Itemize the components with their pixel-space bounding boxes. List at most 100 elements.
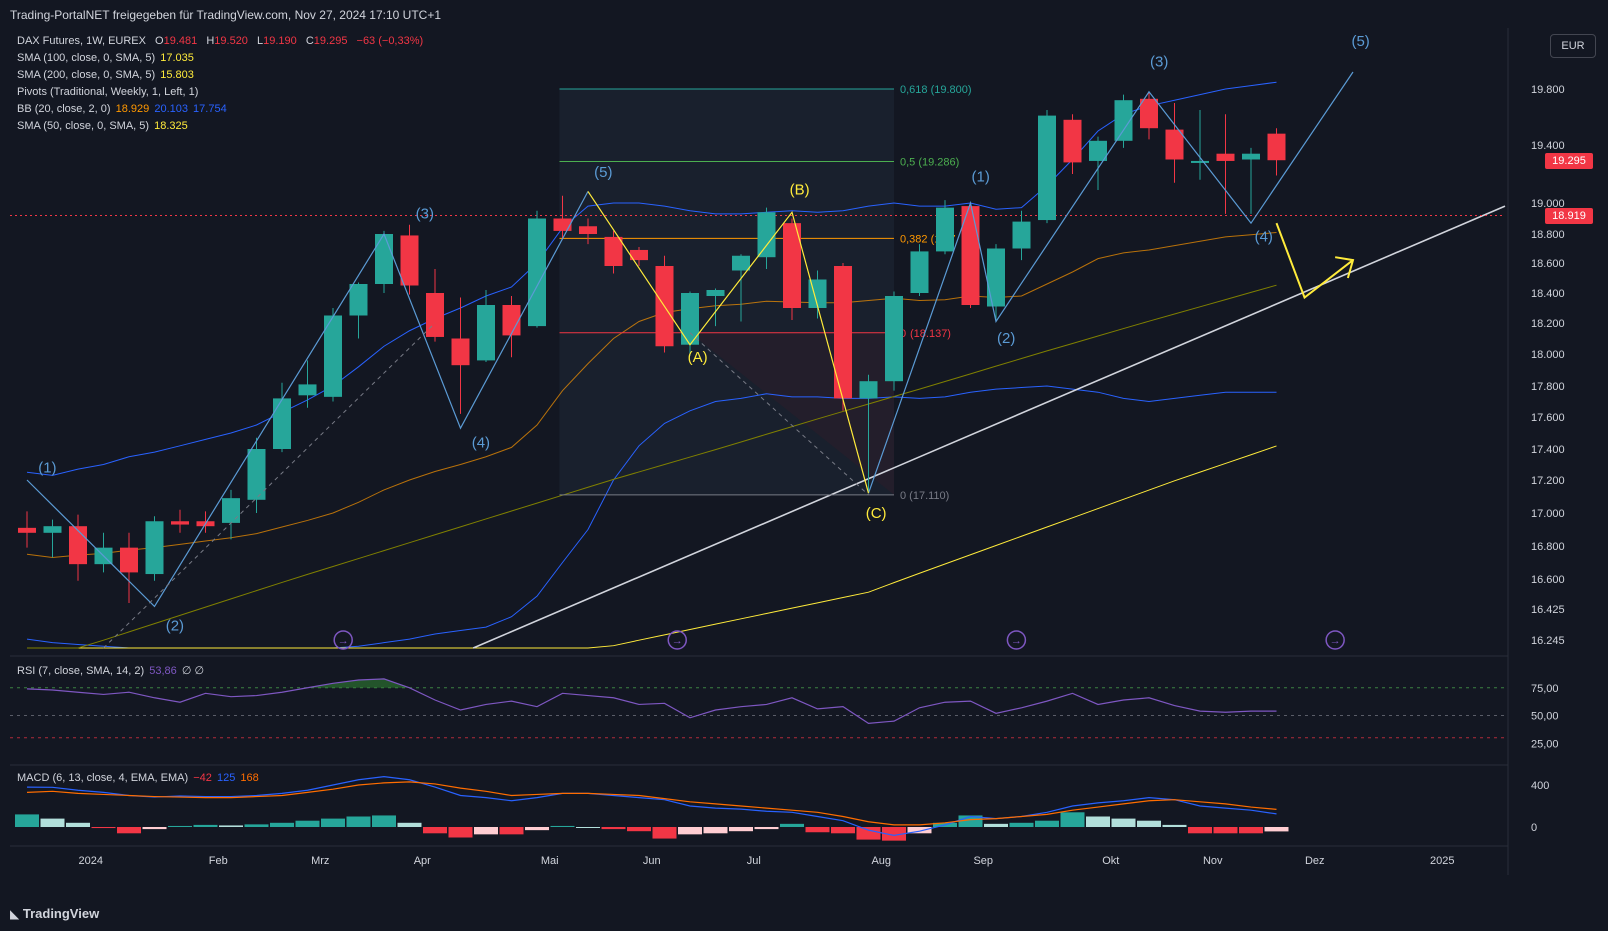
candle-body — [553, 218, 572, 231]
time-axis-tick: Dez — [1305, 855, 1325, 867]
price-axis-tick: 18.600 — [1531, 258, 1565, 270]
macd-histogram-bar — [15, 814, 39, 827]
macd-histogram-bar — [372, 815, 396, 827]
legend-bb[interactable]: BB (20, close, 2, 0) 18.929 20.103 17.75… — [17, 103, 227, 115]
candle-body — [579, 226, 597, 234]
candle-body — [1140, 98, 1158, 129]
candle-body — [681, 293, 699, 345]
wave-label: (2) — [997, 330, 1015, 347]
macd-axis-tick: 0 — [1531, 822, 1537, 834]
candle-body — [1191, 160, 1209, 163]
candle-body — [783, 223, 801, 308]
price-axis-tick: 16.425 — [1531, 604, 1565, 616]
candle-body — [1114, 100, 1133, 141]
candle-body — [324, 315, 342, 397]
candle-body — [502, 305, 521, 336]
candle-body — [1165, 129, 1184, 160]
macd-histogram-bar — [40, 818, 65, 827]
legend-rsi[interactable]: RSI (7, close, SMA, 14, 2) 53,86 ∅ ∅ — [17, 665, 205, 677]
wave-path-2 — [867, 71, 1354, 494]
macd-histogram-bar — [805, 827, 830, 833]
legend-symbol[interactable]: DAX Futures, 1W, EUREX O19.481 H19.520 L… — [17, 35, 424, 47]
macd-histogram-bar — [958, 815, 983, 827]
candle-body — [451, 338, 470, 366]
rsi-overbought-fill — [307, 678, 410, 688]
candle-body — [349, 284, 368, 316]
sma100-line — [27, 445, 1277, 649]
signal-value: 168 — [240, 772, 259, 784]
price-axis-tick: 17.600 — [1531, 412, 1565, 424]
macd-histogram-bar — [525, 827, 549, 831]
legend-sma200[interactable]: SMA (200, close, 0, SMA, 5) 15.803 — [17, 69, 194, 81]
legend-macd[interactable]: MACD (6, 13, close, 4, EMA, EMA) −42 125… — [17, 772, 259, 784]
macd-histogram-bar — [984, 823, 1008, 827]
top-bar: Trading-PortalNET freigegeben für Tradin… — [0, 0, 1608, 28]
macd-histogram-bar — [882, 827, 906, 841]
macd-histogram-bar — [193, 824, 218, 827]
currency-button[interactable]: EUR — [1550, 34, 1596, 58]
macd-histogram-bar — [1060, 812, 1085, 827]
time-axis-tick: Feb — [209, 855, 228, 867]
candle-body — [1242, 153, 1260, 160]
wave-dash-1 — [103, 322, 436, 649]
price-axis-tick: 19.000 — [1531, 198, 1565, 210]
sma200-value: 15.803 — [160, 69, 194, 81]
macd-histogram-bar — [1137, 820, 1161, 827]
projection-arrow — [1275, 222, 1354, 300]
macd-histogram-bar — [474, 827, 498, 835]
fib-level-label: 0,618 (19.800) — [900, 84, 972, 96]
macd-histogram-bar — [1188, 827, 1212, 834]
time-axis-tick: Okt — [1102, 855, 1119, 867]
price-axis-tick: 19.800 — [1531, 84, 1565, 96]
price-axis-tick: 18.400 — [1531, 288, 1565, 300]
legend-sma50[interactable]: SMA (50, close, 0, SMA, 5) 18.325 — [17, 120, 188, 132]
macd-histogram-bar — [295, 820, 320, 827]
candle-body — [706, 290, 725, 296]
wave-label: (4) — [472, 434, 490, 451]
candle-body — [528, 218, 546, 327]
macd-histogram-bar — [1264, 827, 1289, 832]
time-axis-tick: Nov — [1203, 855, 1223, 867]
legend-sma100[interactable]: SMA (100, close, 0, SMA, 5) 17.035 — [17, 52, 194, 64]
time-axis-tick: Aug — [871, 855, 891, 867]
price-axis-tick: 16.245 — [1531, 635, 1565, 647]
pivot-arrow-icon: → — [1011, 635, 1022, 647]
pivot-marker-icon — [1325, 630, 1345, 650]
macd-histogram-bar — [117, 827, 141, 834]
price-axis-tick: 19.400 — [1531, 140, 1565, 152]
candle-body — [43, 526, 62, 533]
bb-upper-line — [26, 81, 1277, 476]
candle-body — [732, 255, 750, 271]
candle-body — [1267, 133, 1286, 161]
wave-label: (4) — [1255, 228, 1273, 245]
candle-body — [375, 234, 393, 284]
time-axis-tick: Apr — [414, 855, 431, 867]
pivot-marker-icon — [667, 630, 687, 650]
tradingview-brand[interactable]: ◣ TradingView — [10, 906, 99, 921]
macd-histogram-bar — [831, 827, 855, 834]
candle-body — [1012, 221, 1031, 249]
macd-histogram-bar — [601, 827, 626, 830]
macd-histogram-bar — [1035, 820, 1059, 827]
candle-body — [477, 305, 495, 361]
pivot-arrow-icon: → — [672, 635, 683, 647]
price-axis-tick: 17.800 — [1531, 381, 1565, 393]
legend-pivots[interactable]: Pivots (Traditional, Weekly, 1, Left, 1) — [17, 86, 199, 98]
macd-histogram-bar — [1111, 818, 1136, 827]
candle-body — [757, 212, 776, 258]
candle-body — [400, 235, 419, 286]
candle-body — [604, 236, 623, 266]
bb-upper-value: 20.103 — [154, 103, 188, 115]
sma50-value: 18.325 — [154, 120, 188, 132]
tradingview-logo-icon: ◣ — [10, 907, 20, 921]
rsi-line — [26, 678, 1277, 724]
pivot-arrow-icon: → — [1330, 635, 1341, 647]
candle-body — [834, 266, 852, 399]
attribution-text: Trading-PortalNET freigegeben für Tradin… — [10, 8, 442, 22]
wave-dash-2 — [689, 332, 869, 496]
price-axis-tick: 17.000 — [1531, 508, 1565, 520]
macd-line — [26, 775, 1277, 837]
macd-histogram-bar — [448, 827, 473, 838]
candle-body — [859, 381, 878, 399]
